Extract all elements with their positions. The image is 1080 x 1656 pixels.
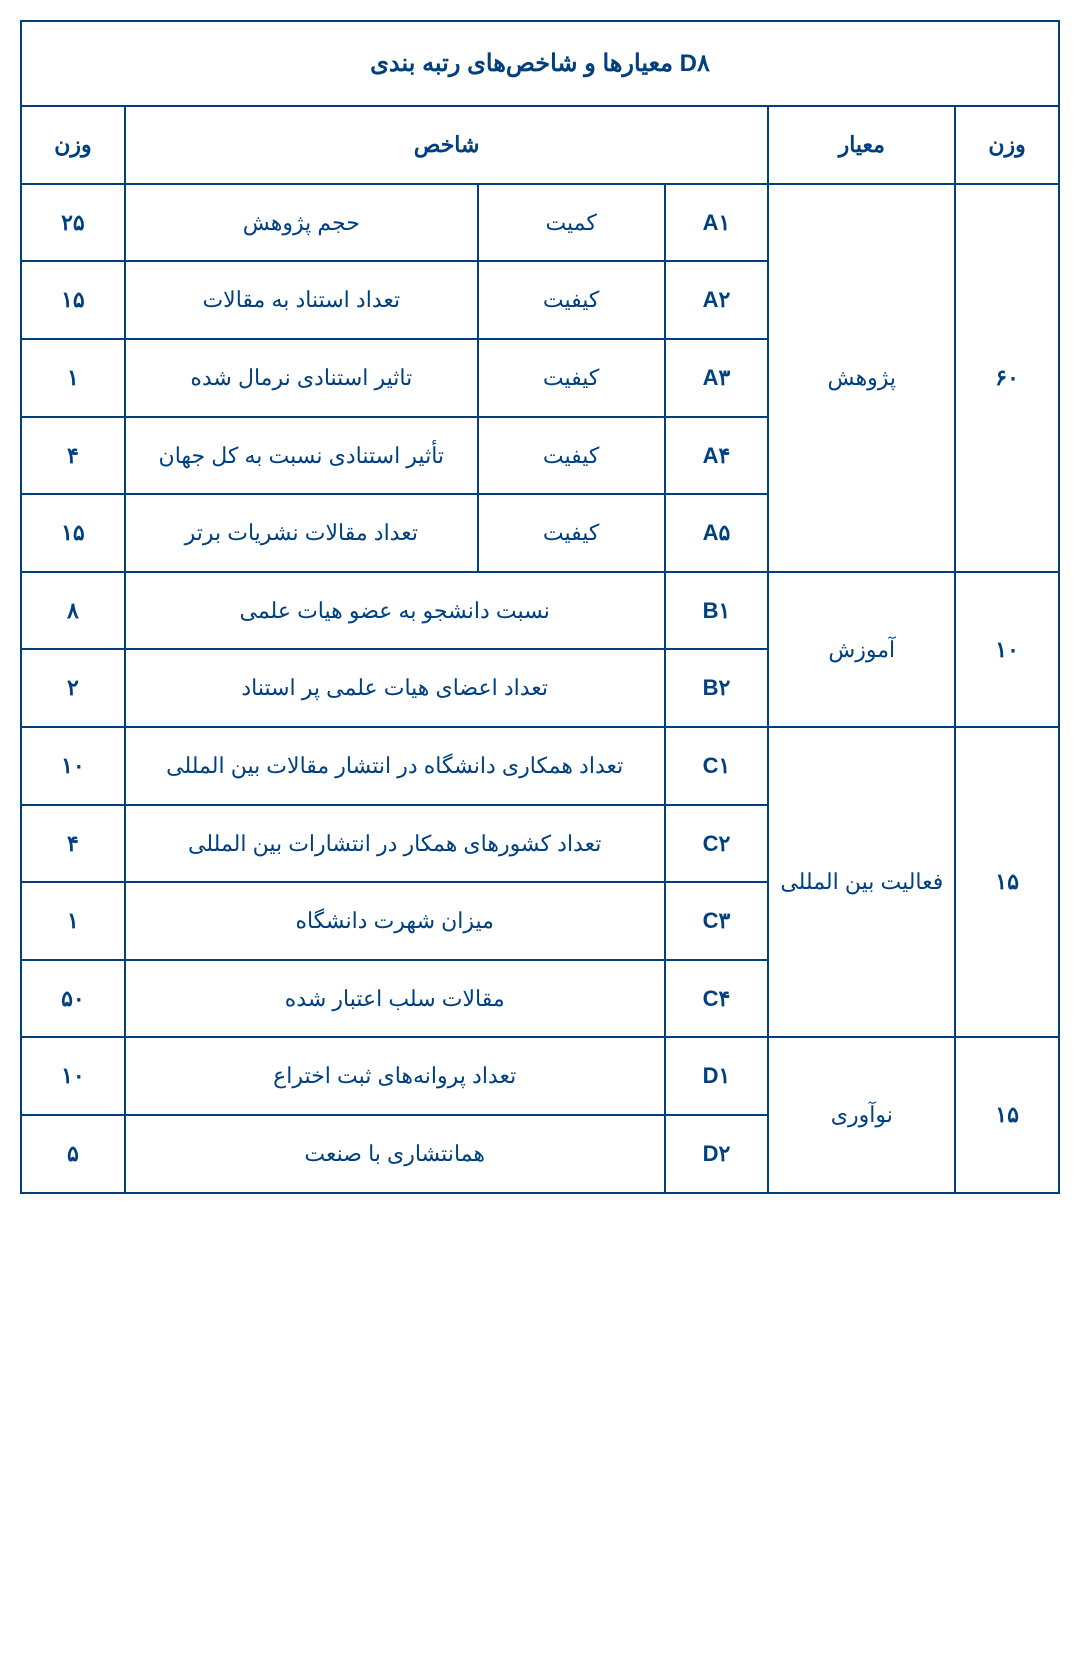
header-indicator: شاخص bbox=[125, 106, 769, 184]
row-sub: کیفیت bbox=[478, 494, 665, 572]
row-desc: تعداد اعضای هیات علمی پر استناد bbox=[125, 649, 665, 727]
row-desc: تعداد مقالات نشریات برتر bbox=[125, 494, 478, 572]
row-code: C۲ bbox=[665, 805, 769, 883]
row-desc: تعداد پروانه‌های ثبت اختراع bbox=[125, 1037, 665, 1115]
row-desc: تعداد همکاری دانشگاه در انتشار مقالات بی… bbox=[125, 727, 665, 805]
row-sub: کیفیت bbox=[478, 417, 665, 495]
row-weight: ۱۰ bbox=[21, 1037, 125, 1115]
row-weight: ۱۰ bbox=[21, 727, 125, 805]
header-weight-left: وزن bbox=[955, 106, 1059, 184]
row-desc: همانتشاری با صنعت bbox=[125, 1115, 665, 1193]
row-desc: تأثیر استنادی نسبت به کل جهان bbox=[125, 417, 478, 495]
table-row: ۱۵ فعالیت بین المللی C۱ تعداد همکاری دان… bbox=[21, 727, 1059, 805]
group-criterion: فعالیت بین المللی bbox=[768, 727, 955, 1037]
row-weight: ۱ bbox=[21, 339, 125, 417]
row-sub: کیفیت bbox=[478, 339, 665, 417]
row-weight: ۴ bbox=[21, 805, 125, 883]
group-criterion: پژوهش bbox=[768, 184, 955, 572]
ranking-criteria-table: D۸ معیارها و شاخص‌های رتبه بندی وزن معیا… bbox=[20, 20, 1060, 1194]
row-desc: تاثیر استنادی نرمال شده bbox=[125, 339, 478, 417]
row-code: D۲ bbox=[665, 1115, 769, 1193]
row-desc: مقالات سلب اعتبار شده bbox=[125, 960, 665, 1038]
row-desc: تعداد استناد به مقالات bbox=[125, 261, 478, 339]
row-code: B۱ bbox=[665, 572, 769, 650]
group-criterion: آموزش bbox=[768, 572, 955, 727]
row-code: A۲ bbox=[665, 261, 769, 339]
row-desc: حجم پژوهش bbox=[125, 184, 478, 262]
row-weight: ۱۵ bbox=[21, 261, 125, 339]
row-weight: ۱ bbox=[21, 882, 125, 960]
row-code: C۴ bbox=[665, 960, 769, 1038]
row-sub: کیفیت bbox=[478, 261, 665, 339]
row-weight: ۵۰ bbox=[21, 960, 125, 1038]
row-desc: میزان شهرت دانشگاه bbox=[125, 882, 665, 960]
row-code: A۴ bbox=[665, 417, 769, 495]
table-row: ۱۵ نوآوری D۱ تعداد پروانه‌های ثبت اختراع… bbox=[21, 1037, 1059, 1115]
row-weight: ۸ bbox=[21, 572, 125, 650]
row-weight: ۲ bbox=[21, 649, 125, 727]
group-weight: ۱۵ bbox=[955, 727, 1059, 1037]
table-title: D۸ معیارها و شاخص‌های رتبه بندی bbox=[21, 21, 1059, 106]
group-weight: ۶۰ bbox=[955, 184, 1059, 572]
row-code: A۳ bbox=[665, 339, 769, 417]
row-weight: ۱۵ bbox=[21, 494, 125, 572]
row-code: A۱ bbox=[665, 184, 769, 262]
group-weight: ۱۰ bbox=[955, 572, 1059, 727]
row-code: A۵ bbox=[665, 494, 769, 572]
row-desc: نسبت دانشجو به عضو هیات علمی bbox=[125, 572, 665, 650]
row-code: D۱ bbox=[665, 1037, 769, 1115]
row-sub: کمیت bbox=[478, 184, 665, 262]
row-desc: تعداد کشورهای همکار در انتشارات بین المل… bbox=[125, 805, 665, 883]
row-weight: ۲۵ bbox=[21, 184, 125, 262]
header-criterion: معیار bbox=[768, 106, 955, 184]
row-code: C۳ bbox=[665, 882, 769, 960]
row-weight: ۴ bbox=[21, 417, 125, 495]
group-criterion: نوآوری bbox=[768, 1037, 955, 1192]
row-weight: ۵ bbox=[21, 1115, 125, 1193]
table-row: ۱۰ آموزش B۱ نسبت دانشجو به عضو هیات علمی… bbox=[21, 572, 1059, 650]
row-code: B۲ bbox=[665, 649, 769, 727]
row-code: C۱ bbox=[665, 727, 769, 805]
group-weight: ۱۵ bbox=[955, 1037, 1059, 1192]
table-row: ۶۰ پژوهش A۱ کمیت حجم پژوهش ۲۵ bbox=[21, 184, 1059, 262]
header-weight-right: وزن bbox=[21, 106, 125, 184]
